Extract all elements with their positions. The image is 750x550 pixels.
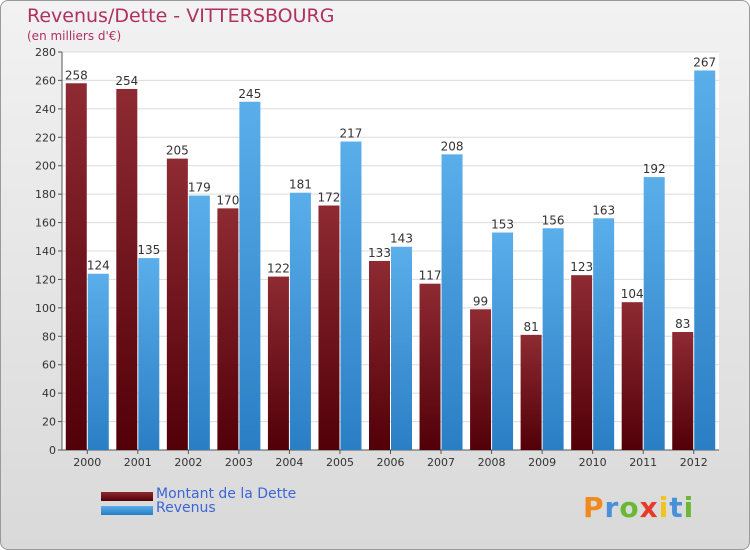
logo-letter: r bbox=[604, 491, 620, 524]
data-label-revenus: 179 bbox=[188, 181, 211, 195]
logo-letter: x bbox=[639, 491, 659, 524]
data-label-dette: 170 bbox=[216, 193, 239, 207]
x-tick-label: 2003 bbox=[225, 456, 253, 469]
y-tick-label: 60 bbox=[42, 359, 56, 372]
x-tick-label: 2000 bbox=[73, 456, 101, 469]
legend-label-revenus: Revenus bbox=[156, 500, 216, 516]
bar-dette bbox=[470, 309, 492, 450]
y-tick-label: 280 bbox=[35, 46, 56, 59]
data-label-dette: 99 bbox=[473, 294, 488, 308]
y-tick-label: 20 bbox=[42, 416, 56, 429]
logo-letter: o bbox=[619, 491, 640, 524]
data-label-dette: 172 bbox=[318, 191, 341, 205]
x-tick-label: 2005 bbox=[326, 456, 354, 469]
data-label-dette: 258 bbox=[65, 68, 88, 82]
data-label-dette: 123 bbox=[570, 260, 593, 274]
x-tick-label: 2001 bbox=[124, 456, 152, 469]
data-label-revenus: 124 bbox=[87, 259, 110, 273]
data-label-revenus: 135 bbox=[137, 243, 160, 257]
logo-letter: t bbox=[669, 491, 684, 524]
x-tick-label: 2004 bbox=[275, 456, 303, 469]
data-label-revenus: 153 bbox=[491, 218, 514, 232]
bar-revenus bbox=[643, 177, 665, 451]
y-tick-label: 120 bbox=[35, 273, 56, 286]
bar-dette bbox=[318, 205, 340, 450]
logo-letter: i bbox=[658, 491, 670, 524]
bar-dette bbox=[369, 260, 390, 450]
legend-label-dette: Montant de la Dette bbox=[156, 486, 297, 502]
data-label-dette: 122 bbox=[267, 262, 290, 276]
data-label-dette: 254 bbox=[115, 74, 138, 88]
legend-swatch-revenus bbox=[101, 506, 153, 515]
data-label-dette: 117 bbox=[419, 269, 442, 283]
data-label-dette: 133 bbox=[368, 246, 391, 260]
bar-revenus bbox=[391, 246, 412, 450]
y-tick-label: 260 bbox=[35, 74, 56, 87]
bar-revenus bbox=[289, 192, 311, 450]
data-label-revenus: 181 bbox=[289, 178, 312, 192]
data-label-dette: 83 bbox=[675, 317, 690, 331]
x-tick-label: 2006 bbox=[377, 456, 405, 469]
y-tick-label: 0 bbox=[49, 444, 56, 457]
data-label-revenus: 267 bbox=[693, 55, 716, 69]
data-label-dette: 205 bbox=[166, 144, 189, 158]
chart-subtitle: (en milliers d'€) bbox=[27, 29, 122, 43]
x-tick-label: 2007 bbox=[427, 456, 455, 469]
logo-letter: i bbox=[683, 491, 695, 524]
bar-dette bbox=[520, 334, 542, 450]
x-tick-label: 2011 bbox=[629, 456, 657, 469]
y-tick-label: 40 bbox=[42, 387, 56, 400]
x-tick-label: 2009 bbox=[528, 456, 556, 469]
bar-revenus bbox=[694, 70, 716, 450]
bar-dette bbox=[571, 275, 593, 450]
data-label-revenus: 208 bbox=[441, 139, 464, 153]
data-label-revenus: 163 bbox=[592, 203, 615, 217]
y-tick-label: 240 bbox=[35, 103, 56, 116]
y-tick-label: 100 bbox=[35, 302, 56, 315]
x-tick-label: 2010 bbox=[579, 456, 607, 469]
y-tick-label: 140 bbox=[35, 245, 56, 258]
y-tick-label: 200 bbox=[35, 160, 56, 173]
data-label-revenus: 143 bbox=[390, 232, 413, 246]
data-label-dette: 104 bbox=[621, 287, 644, 301]
data-label-revenus: 192 bbox=[643, 162, 666, 176]
x-tick-label: 2012 bbox=[680, 456, 708, 469]
bar-revenus bbox=[138, 258, 160, 450]
bar-revenus bbox=[593, 218, 615, 450]
y-tick-label: 220 bbox=[35, 131, 56, 144]
data-label-revenus: 245 bbox=[238, 87, 261, 101]
logo-letter: P bbox=[583, 491, 605, 524]
bar-dette bbox=[621, 302, 643, 450]
proxiti-logo: Proxiti bbox=[583, 491, 694, 524]
bar-revenus bbox=[188, 195, 210, 450]
data-label-revenus: 217 bbox=[340, 127, 363, 141]
bar-dette bbox=[166, 158, 188, 450]
y-tick-label: 160 bbox=[35, 217, 56, 230]
bar-dette bbox=[65, 83, 87, 451]
bar-revenus bbox=[239, 101, 261, 450]
y-tick-label: 80 bbox=[42, 330, 56, 343]
bar-revenus bbox=[441, 154, 463, 451]
data-label-dette: 81 bbox=[523, 320, 538, 334]
y-tick-label: 180 bbox=[35, 188, 56, 201]
legend-swatch-dette bbox=[101, 492, 153, 501]
bar-dette bbox=[217, 208, 239, 450]
bar-dette bbox=[419, 283, 441, 450]
bar-revenus bbox=[340, 141, 362, 451]
bar-revenus bbox=[492, 232, 514, 450]
chart-title: Revenus/Dette - VITTERSBOURG bbox=[27, 5, 335, 27]
bar-dette bbox=[672, 332, 694, 450]
data-label-revenus: 156 bbox=[542, 213, 565, 227]
x-tick-label: 2008 bbox=[478, 456, 506, 469]
x-tick-label: 2002 bbox=[174, 456, 202, 469]
bar-dette bbox=[267, 276, 289, 450]
bar-dette bbox=[116, 88, 138, 450]
bar-revenus bbox=[542, 228, 564, 450]
bar-revenus bbox=[87, 273, 109, 450]
